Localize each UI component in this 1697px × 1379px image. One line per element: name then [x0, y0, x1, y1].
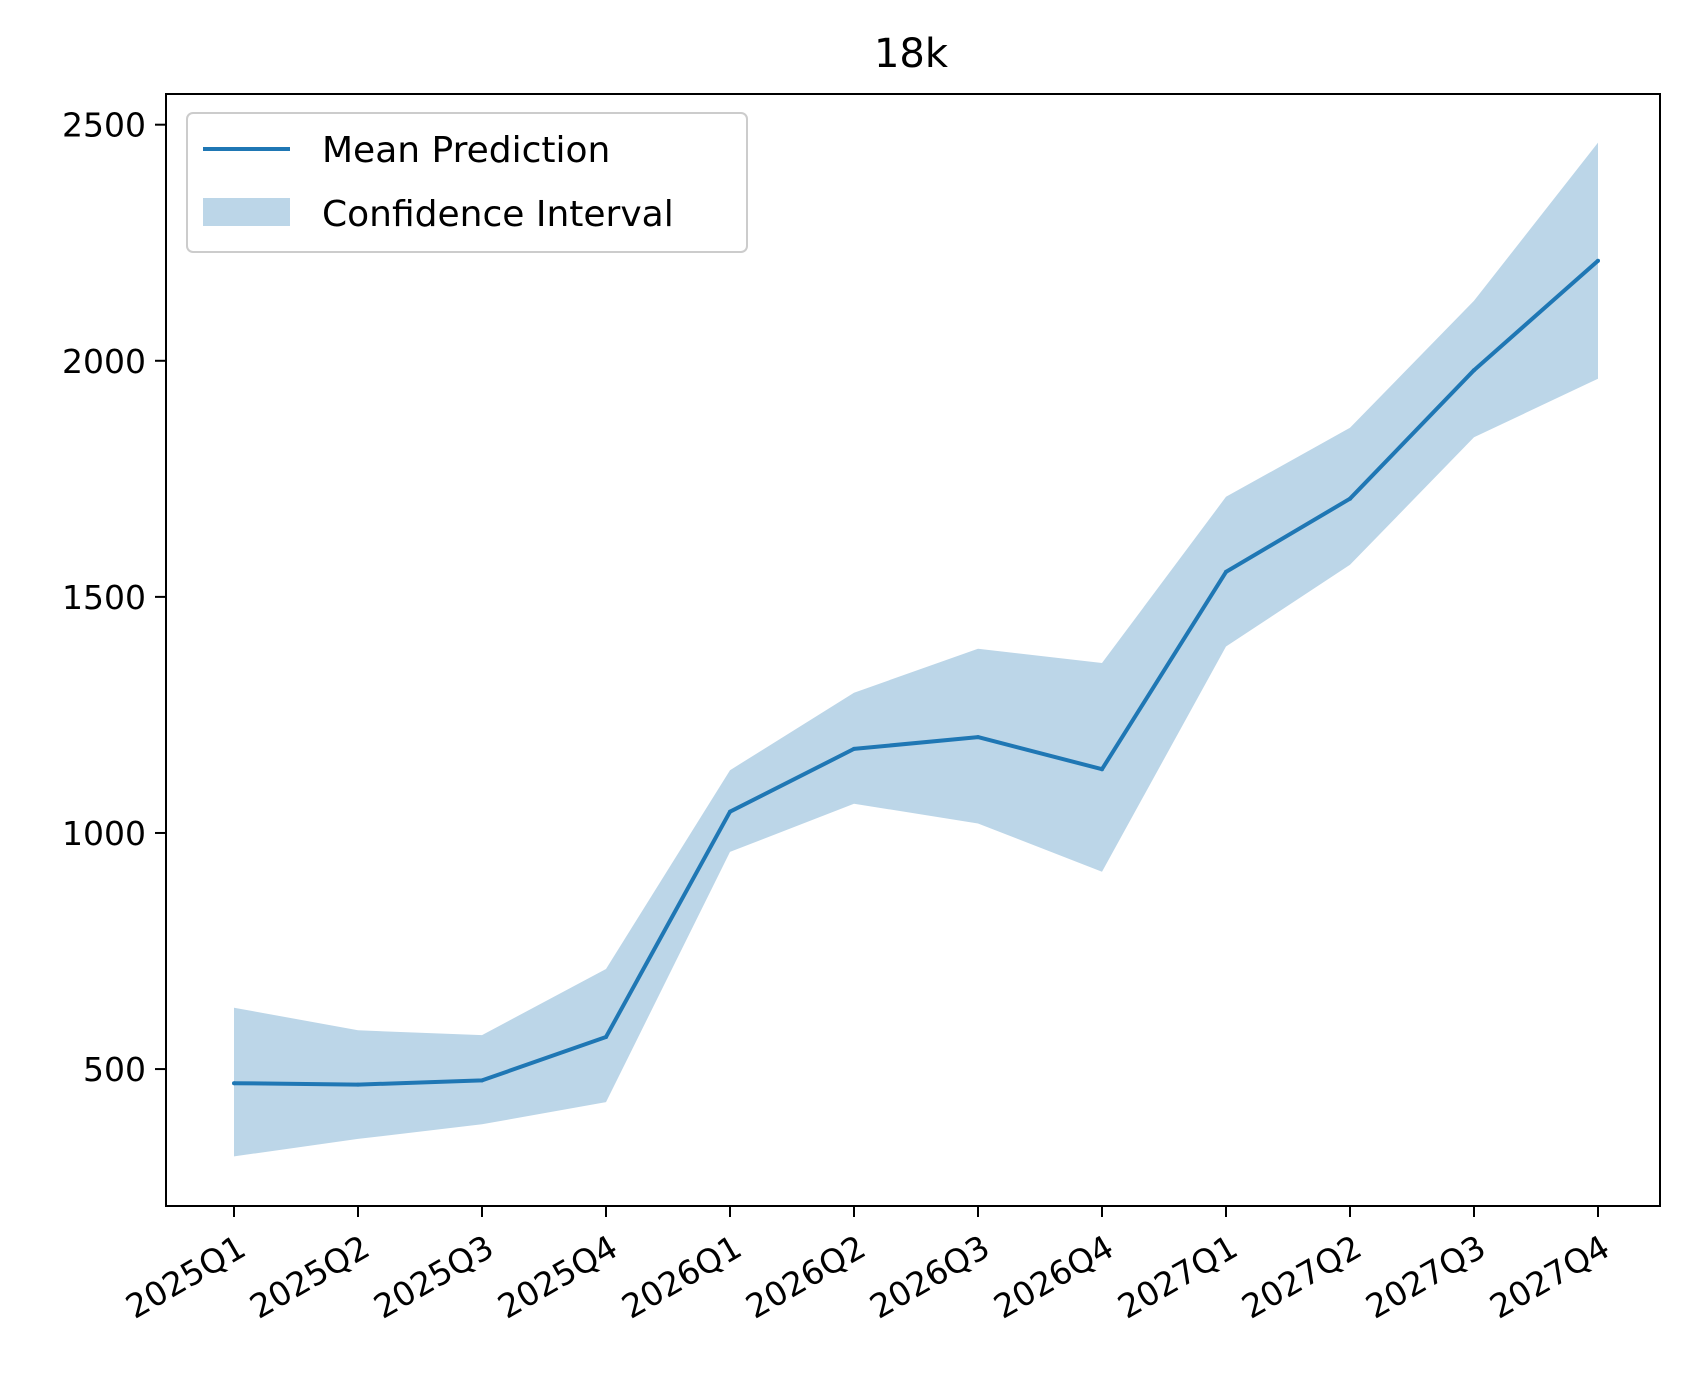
- x-tick-label-2025Q1: 2025Q1: [119, 1227, 252, 1326]
- mean-prediction-point-2027Q3: [1472, 368, 1476, 373]
- mean-prediction-point-2026Q1: [728, 809, 732, 814]
- x-tick-label-2027Q3: 2027Q3: [1359, 1227, 1492, 1326]
- legend-confidence-interval-swatch: [203, 198, 290, 226]
- x-axis: 2025Q12025Q22025Q32025Q42026Q12026Q22026…: [119, 1206, 1616, 1326]
- mean-prediction-points: [232, 258, 1600, 1087]
- mean-prediction-point-2026Q2: [852, 746, 856, 751]
- mean-prediction-point-2026Q3: [976, 735, 980, 740]
- y-tick-label-2500: 2500: [62, 106, 146, 145]
- legend: Mean Prediction Confidence Interval: [186, 112, 748, 253]
- y-tick-label-500: 500: [83, 1050, 146, 1089]
- x-tick-label-2027Q4: 2027Q4: [1483, 1227, 1616, 1326]
- legend-box: [186, 112, 748, 253]
- x-tick-label-2026Q1: 2026Q1: [615, 1227, 748, 1326]
- x-tick-label-2025Q2: 2025Q2: [243, 1227, 376, 1326]
- plot-area: [232, 142, 1600, 1157]
- x-tick-label-2027Q2: 2027Q2: [1235, 1227, 1368, 1326]
- mean-prediction-point-2025Q3: [480, 1078, 484, 1083]
- mean-prediction-point-2027Q4: [1596, 258, 1600, 263]
- x-tick-label-2026Q2: 2026Q2: [739, 1227, 872, 1326]
- legend-mean-prediction-label: Mean Prediction: [322, 130, 610, 171]
- mean-prediction-point-2025Q2: [356, 1082, 360, 1087]
- y-axis: 500 1000 1500 2000 2500: [62, 106, 166, 1089]
- y-tick-label-1000: 1000: [62, 814, 146, 853]
- chart-title: 18k: [874, 31, 949, 77]
- x-tick-label-2026Q4: 2026Q4: [987, 1227, 1120, 1326]
- x-tick-label-2026Q3: 2026Q3: [863, 1227, 996, 1326]
- y-tick-label-1500: 1500: [62, 578, 146, 617]
- x-tick-label-2025Q4: 2025Q4: [491, 1227, 624, 1326]
- mean-prediction-point-2027Q2: [1348, 496, 1352, 501]
- mean-prediction-point-2025Q4: [604, 1035, 608, 1039]
- confidence-interval-band: [234, 142, 1598, 1157]
- axes-frame: [165, 93, 1661, 1207]
- x-tick-label-2025Q3: 2025Q3: [367, 1227, 500, 1326]
- y-tick-label-2000: 2000: [62, 342, 146, 381]
- mean-prediction-point-2025Q1: [232, 1081, 236, 1086]
- mean-prediction-line: [233, 259, 1600, 1087]
- legend-confidence-interval-label: Confidence Interval: [322, 194, 674, 235]
- mean-prediction-point-2027Q1: [1224, 569, 1228, 574]
- x-tick-label-2027Q1: 2027Q1: [1111, 1227, 1244, 1326]
- mean-prediction-point-2026Q4: [1100, 767, 1104, 772]
